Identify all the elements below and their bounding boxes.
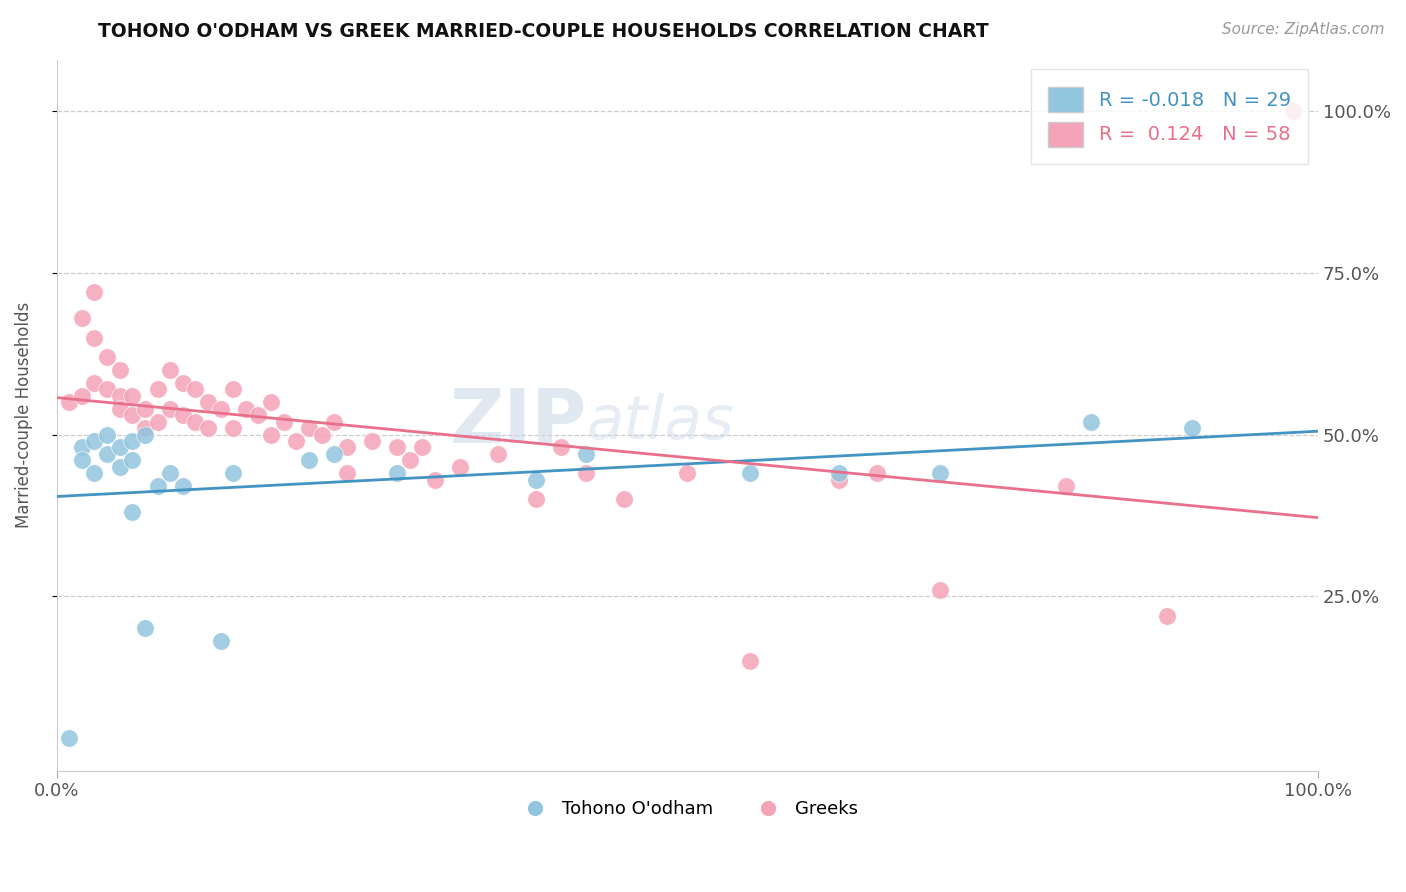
Point bbox=[70, 389, 93, 403]
Point bbox=[550, 441, 572, 455]
Point bbox=[361, 434, 384, 448]
Point bbox=[172, 479, 194, 493]
Point bbox=[1282, 104, 1305, 119]
Point bbox=[222, 382, 245, 396]
Point bbox=[83, 285, 105, 300]
Point bbox=[865, 467, 887, 481]
Point bbox=[108, 389, 131, 403]
Point bbox=[197, 395, 219, 409]
Legend: Tohono O'odham, Greeks: Tohono O'odham, Greeks bbox=[510, 793, 865, 826]
Point bbox=[524, 473, 547, 487]
Point bbox=[740, 467, 762, 481]
Point bbox=[235, 401, 257, 416]
Point bbox=[336, 441, 359, 455]
Point bbox=[260, 427, 283, 442]
Point bbox=[486, 447, 509, 461]
Point bbox=[146, 415, 169, 429]
Point bbox=[1054, 479, 1077, 493]
Point bbox=[676, 467, 699, 481]
Point bbox=[184, 382, 207, 396]
Point bbox=[222, 467, 245, 481]
Point bbox=[70, 311, 93, 326]
Text: ZIP: ZIP bbox=[449, 385, 586, 458]
Point bbox=[1156, 608, 1178, 623]
Point bbox=[70, 441, 93, 455]
Point bbox=[423, 473, 446, 487]
Point bbox=[83, 467, 105, 481]
Point bbox=[96, 447, 118, 461]
Point bbox=[184, 415, 207, 429]
Point bbox=[449, 459, 471, 474]
Point bbox=[159, 401, 181, 416]
Point bbox=[298, 453, 321, 467]
Point bbox=[121, 505, 143, 519]
Point bbox=[222, 421, 245, 435]
Point bbox=[96, 427, 118, 442]
Point bbox=[311, 427, 333, 442]
Point bbox=[58, 731, 80, 746]
Y-axis label: Married-couple Households: Married-couple Households bbox=[15, 302, 32, 528]
Point bbox=[134, 622, 156, 636]
Point bbox=[411, 441, 433, 455]
Point bbox=[197, 421, 219, 435]
Point bbox=[96, 382, 118, 396]
Text: TOHONO O'ODHAM VS GREEK MARRIED-COUPLE HOUSEHOLDS CORRELATION CHART: TOHONO O'ODHAM VS GREEK MARRIED-COUPLE H… bbox=[98, 22, 990, 41]
Point bbox=[121, 408, 143, 422]
Point bbox=[121, 453, 143, 467]
Point bbox=[575, 467, 598, 481]
Point bbox=[83, 434, 105, 448]
Text: atlas: atlas bbox=[586, 392, 734, 451]
Point bbox=[83, 330, 105, 344]
Point bbox=[1080, 415, 1102, 429]
Point bbox=[273, 415, 295, 429]
Point bbox=[575, 447, 598, 461]
Point bbox=[209, 634, 232, 648]
Point bbox=[159, 467, 181, 481]
Point bbox=[134, 427, 156, 442]
Point bbox=[70, 453, 93, 467]
Point bbox=[108, 441, 131, 455]
Point bbox=[134, 421, 156, 435]
Point bbox=[260, 395, 283, 409]
Point bbox=[172, 408, 194, 422]
Point bbox=[285, 434, 308, 448]
Point bbox=[740, 654, 762, 668]
Point bbox=[613, 492, 636, 507]
Point bbox=[83, 376, 105, 390]
Point bbox=[209, 401, 232, 416]
Point bbox=[398, 453, 420, 467]
Point bbox=[828, 467, 851, 481]
Point bbox=[108, 459, 131, 474]
Point bbox=[928, 582, 950, 597]
Point bbox=[58, 395, 80, 409]
Point bbox=[146, 479, 169, 493]
Point bbox=[387, 441, 409, 455]
Point bbox=[387, 467, 409, 481]
Point bbox=[524, 492, 547, 507]
Text: Source: ZipAtlas.com: Source: ZipAtlas.com bbox=[1222, 22, 1385, 37]
Point bbox=[96, 350, 118, 364]
Point bbox=[121, 434, 143, 448]
Point bbox=[1181, 421, 1204, 435]
Point bbox=[108, 363, 131, 377]
Point bbox=[247, 408, 270, 422]
Point bbox=[108, 401, 131, 416]
Point bbox=[323, 415, 346, 429]
Point bbox=[121, 389, 143, 403]
Point bbox=[298, 421, 321, 435]
Point bbox=[159, 363, 181, 377]
Point bbox=[928, 467, 950, 481]
Point bbox=[323, 447, 346, 461]
Point bbox=[828, 473, 851, 487]
Point bbox=[172, 376, 194, 390]
Point bbox=[336, 467, 359, 481]
Point bbox=[146, 382, 169, 396]
Point bbox=[134, 401, 156, 416]
